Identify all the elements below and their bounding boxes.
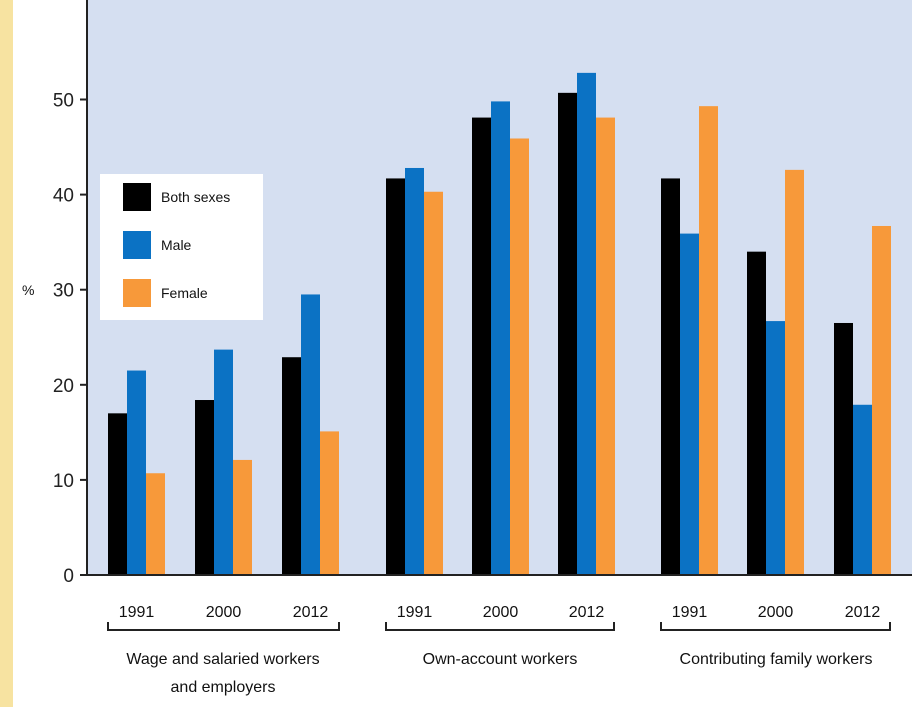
bar-female xyxy=(872,225,891,575)
bar-male xyxy=(577,72,596,575)
y-tick-label: 40 xyxy=(53,186,74,207)
legend-swatch xyxy=(123,231,151,259)
y-axis-label: % xyxy=(22,282,34,298)
bar-male xyxy=(766,321,785,575)
bar-female xyxy=(510,138,529,575)
legend-swatch xyxy=(123,183,151,211)
bar-female xyxy=(785,169,804,575)
y-ticks: 0 10 20 30 40 50 xyxy=(53,91,87,587)
bars-layer xyxy=(108,72,891,576)
bar-female xyxy=(146,473,165,575)
bar-male xyxy=(853,404,872,575)
group-label: and employers xyxy=(171,679,276,696)
y-tick-label: 0 xyxy=(63,566,74,587)
bar-male xyxy=(214,349,233,575)
x-category-label: 1991 xyxy=(672,604,708,621)
x-category-label: 1991 xyxy=(397,604,433,621)
y-tick-label: 50 xyxy=(53,91,74,112)
x-categories: 1991 2000 2012 Wage and salaried workers and… xyxy=(107,604,891,696)
bar-male xyxy=(301,294,320,575)
x-category-label: 2012 xyxy=(293,604,329,621)
group-label: Wage and salaried workers xyxy=(126,651,319,668)
x-category-label: 2012 xyxy=(569,604,605,621)
group-bracket xyxy=(660,622,891,631)
bar-both-sexes xyxy=(558,92,577,575)
bar-both-sexes xyxy=(195,400,214,575)
group-label: Contributing family workers xyxy=(680,651,873,668)
bar-both-sexes xyxy=(282,357,301,575)
y-tick-label: 20 xyxy=(53,376,74,397)
y-tick-label: 10 xyxy=(53,471,74,492)
x-category-label: 2012 xyxy=(845,604,881,621)
x-category-label: 2000 xyxy=(758,604,794,621)
bar-both-sexes xyxy=(834,322,853,575)
legend: Both sexes Male Female xyxy=(100,174,263,320)
y-tick-label: 30 xyxy=(53,281,74,302)
bar-male xyxy=(680,233,699,575)
legend-label: Male xyxy=(161,237,192,253)
bar-male xyxy=(405,167,424,576)
bar-female xyxy=(699,106,718,576)
x-category-label: 2000 xyxy=(483,604,519,621)
bar-female xyxy=(233,459,252,575)
bar-both-sexes xyxy=(747,251,766,575)
bar-female xyxy=(320,431,339,575)
bar-male xyxy=(127,370,146,575)
bar-female xyxy=(596,117,615,575)
bar-both-sexes xyxy=(386,178,405,576)
bar-female xyxy=(424,191,443,575)
left-strip xyxy=(0,0,13,707)
bar-both-sexes xyxy=(472,117,491,575)
bar-both-sexes xyxy=(661,178,680,576)
x-category-label: 2000 xyxy=(206,604,242,621)
x-category-label: 1991 xyxy=(119,604,155,621)
bar-both-sexes xyxy=(108,413,127,575)
legend-swatch xyxy=(123,279,151,307)
group-bracket xyxy=(107,622,340,631)
group-label: Own-account workers xyxy=(423,651,578,668)
group-bracket xyxy=(385,622,615,631)
legend-label: Both sexes xyxy=(161,189,230,205)
bar-male xyxy=(491,101,510,575)
legend-label: Female xyxy=(161,285,208,301)
